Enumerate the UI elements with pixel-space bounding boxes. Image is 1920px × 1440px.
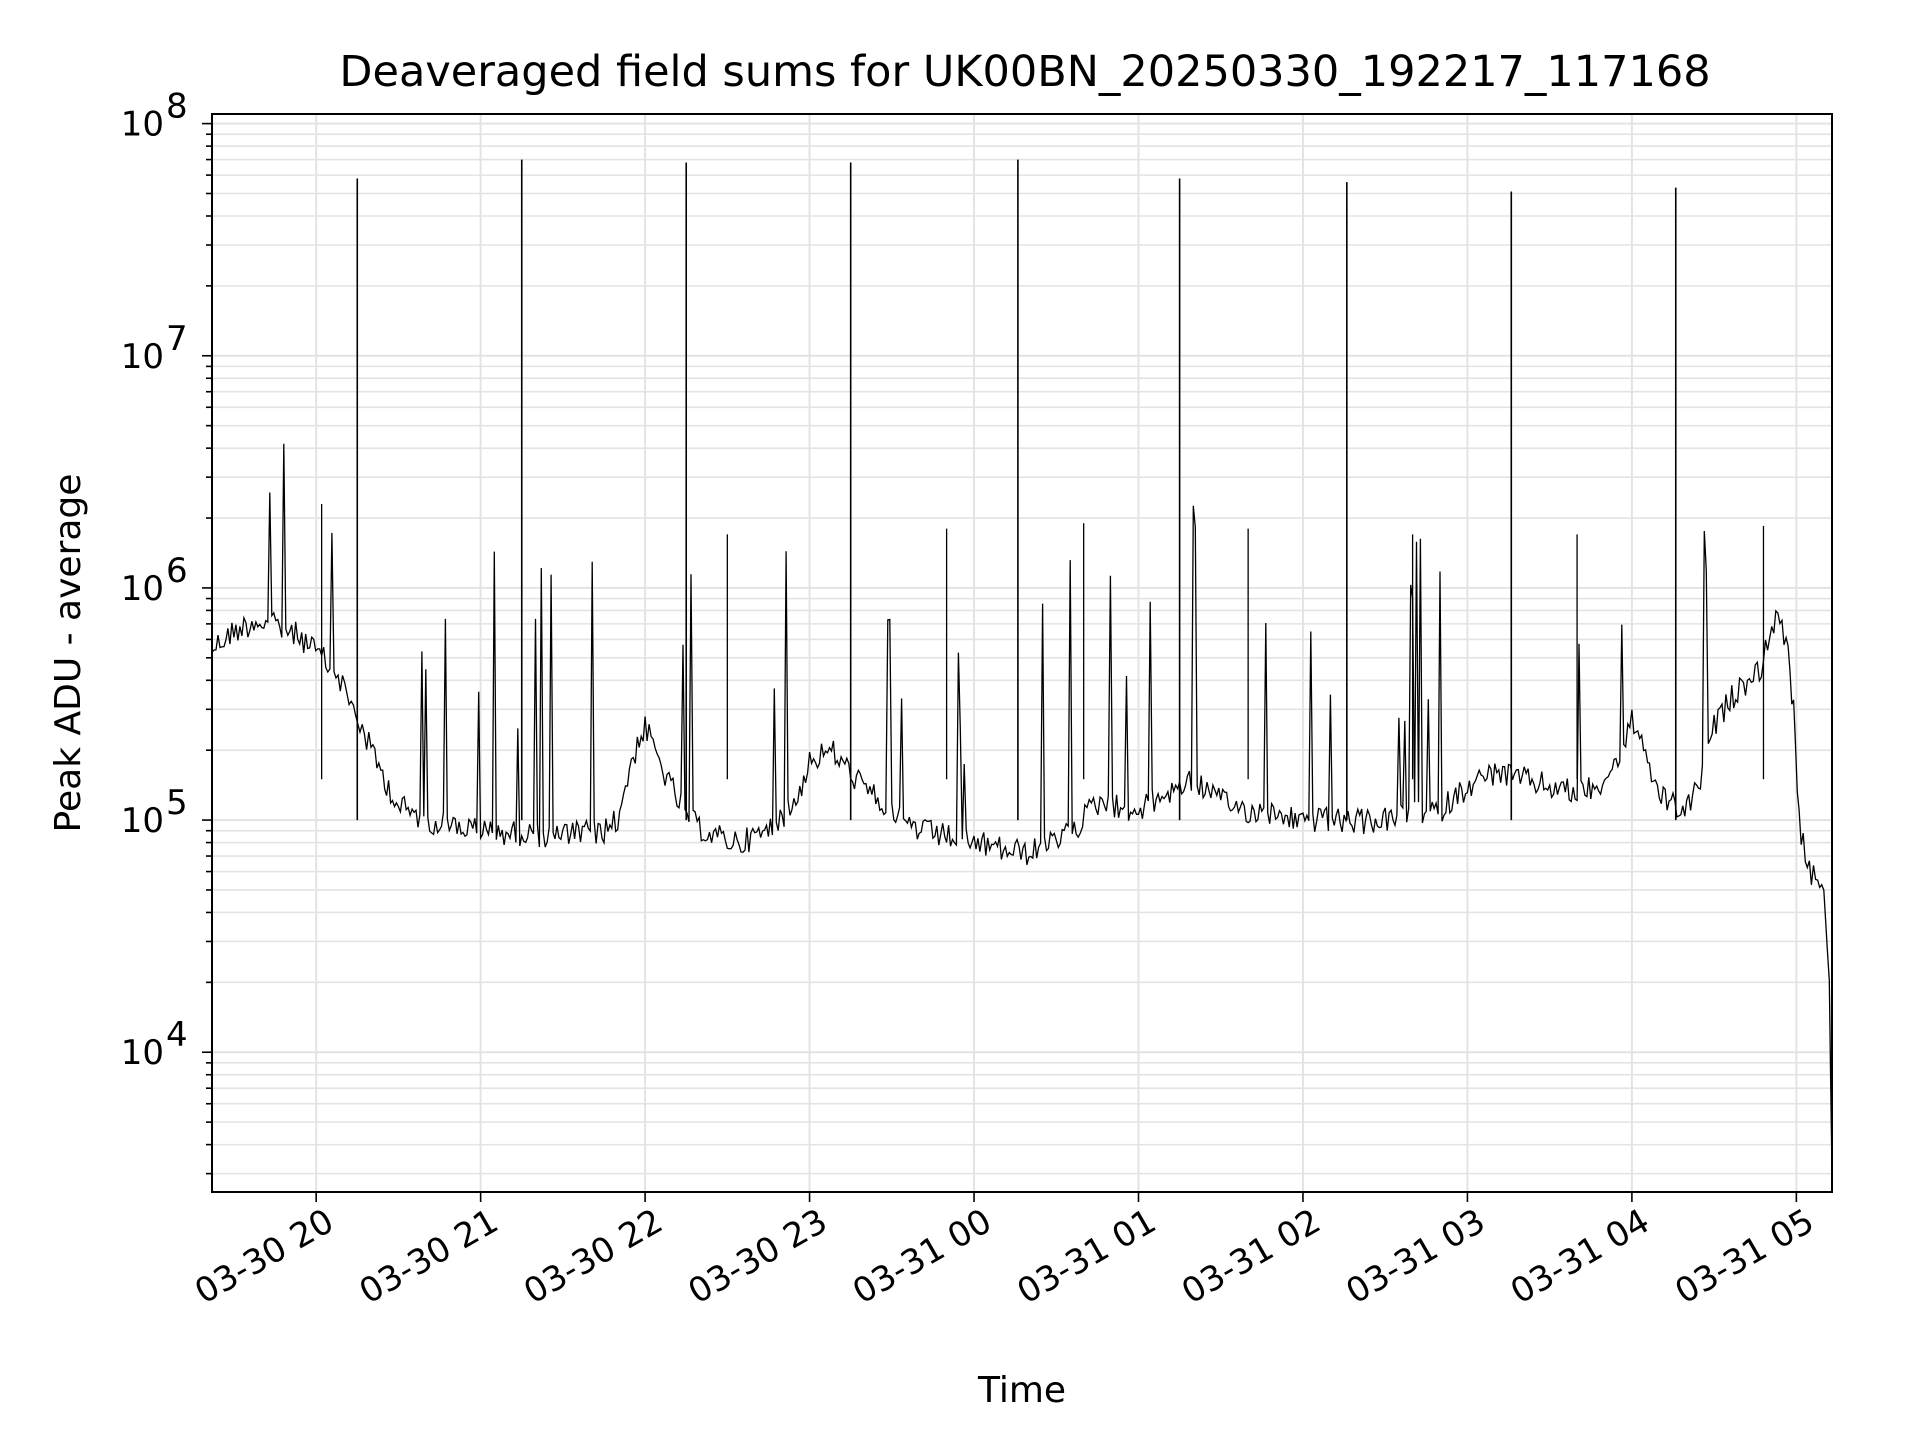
x-tick-label: 03-31 05 (1668, 1201, 1820, 1312)
axes-frame (211, 113, 1833, 1193)
x-tick-label: 03-30 20 (188, 1201, 340, 1312)
x-axis-ticks: 03-30 20 03-30 21 03-30 22 03-30 23 03-31 00… (188, 1192, 1821, 1312)
grid-lines (212, 114, 1832, 1192)
y-tick-label: 10 (121, 1033, 164, 1073)
plot-area (211, 159, 1833, 1174)
y-tick-exponent: 7 (166, 319, 188, 359)
x-tick-label: 03-30 23 (682, 1201, 834, 1312)
x-tick-label: 03-30 22 (517, 1201, 669, 1312)
y-tick-exponent: 8 (166, 87, 188, 127)
x-tick-label: 03-31 03 (1340, 1201, 1492, 1312)
x-axis-label: Time (977, 1370, 1066, 1411)
y-tick-label: 10 (121, 105, 164, 145)
x-tick-label: 03-31 01 (1011, 1201, 1163, 1312)
y-tick-exponent: 4 (166, 1015, 188, 1055)
y-tick-label: 10 (121, 337, 164, 377)
y-tick-label: 10 (121, 569, 164, 609)
x-tick-label: 03-31 02 (1175, 1201, 1327, 1312)
y-tick-exponent: 5 (166, 783, 188, 823)
x-tick-label: 03-30 21 (353, 1201, 505, 1312)
x-tick-label: 03-31 00 (846, 1201, 998, 1312)
series-line (211, 443, 1833, 1174)
x-tick-label: 03-31 04 (1504, 1201, 1656, 1312)
y-tick-exponent: 6 (166, 551, 188, 591)
y-axis-label: Peak ADU - average (48, 474, 89, 833)
chart-title: Deaveraged field sums for UK00BN_2025033… (339, 47, 1710, 97)
y-tick-label: 10 (121, 801, 164, 841)
